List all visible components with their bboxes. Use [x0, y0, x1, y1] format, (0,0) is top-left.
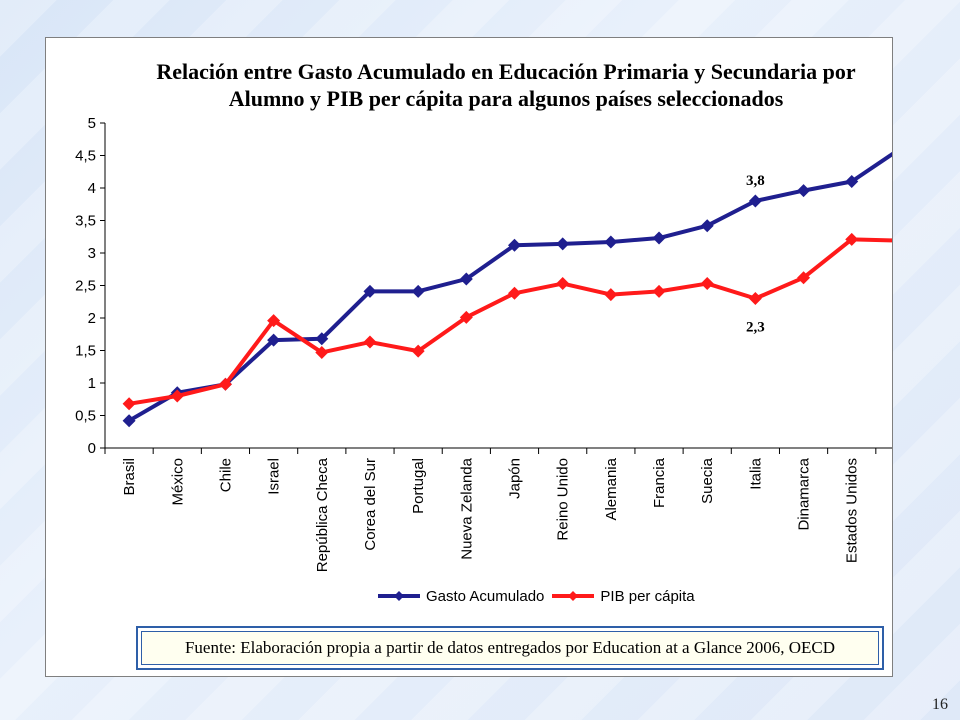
data-point-0: [267, 333, 281, 347]
series-line-1: [128, 237, 892, 406]
data-point-0: [411, 284, 425, 298]
x-tick-label: Japón: [507, 458, 524, 499]
x-tick-label: Alemania: [603, 457, 620, 520]
x-tick-label: Portugal: [410, 458, 427, 514]
legend-label-pib: PIB per cápita: [600, 587, 695, 605]
x-tick-label: Israel: [266, 458, 283, 495]
chart-title: Relación entre Gasto Acumulado en Educac…: [156, 59, 856, 111]
data-point-1: [218, 377, 232, 391]
y-tick-label: 1,5: [75, 343, 96, 360]
data-point-1: [459, 310, 473, 324]
x-tick-label: Reino Unido: [555, 458, 572, 541]
source-box: Fuente: Elaboración propia a partir de d…: [136, 626, 884, 670]
data-point-1: [315, 345, 329, 359]
data-point-0: [315, 332, 329, 346]
chart-area: Relación entre Gasto Acumulado en Educac…: [45, 37, 893, 677]
source-note: Fuente: Elaboración propia a partir de d…: [141, 631, 879, 665]
data-point-0: [845, 175, 859, 188]
y-tick-label: 4,5: [75, 148, 96, 165]
y-tick-label: 2: [88, 310, 96, 327]
x-tick-label: Nueva Zelanda: [458, 457, 475, 559]
data-point-1: [122, 397, 136, 411]
data-point-0: [122, 414, 136, 428]
data-point-1: [604, 288, 618, 302]
x-tick-label: Brasil: [121, 458, 138, 496]
data-point-0: [508, 238, 521, 252]
data-point-0: [459, 272, 473, 286]
legend-swatch-pib-icon: [552, 591, 595, 601]
data-label: 3,8: [746, 173, 765, 189]
x-tick-label: Italia: [747, 457, 764, 489]
page-number: 16: [932, 696, 948, 713]
data-label: 2,3: [746, 320, 765, 336]
y-tick-label: 3: [88, 245, 96, 262]
x-tick-label: Chile: [217, 458, 234, 492]
legend-item-pib: PIB per cápita: [550, 587, 695, 605]
legend-swatch-gasto-icon: [378, 591, 420, 601]
x-tick-label: República Checa: [314, 457, 331, 572]
chart-svg: 0 0,5 1 1,5 2 2,5 3 3,5 4 4,5 5 Brasil México Chile Is…: [75, 115, 892, 572]
y-tick-label: 2,5: [75, 278, 96, 295]
data-point-0: [363, 284, 377, 298]
x-tick-label: Francia: [651, 457, 668, 508]
y-tick-label: 4: [88, 180, 96, 197]
data-point-1: [363, 335, 377, 349]
data-point-0: [797, 184, 811, 198]
data-point-0: [652, 231, 666, 245]
x-tick-label: Corea del Sur: [362, 458, 379, 551]
data-point-0: [556, 237, 570, 251]
data-point-1: [267, 314, 281, 328]
series-line-0: [128, 151, 892, 423]
y-tick-label: 0: [88, 440, 96, 457]
data-point-1: [845, 232, 859, 246]
y-tick-label: 0,5: [75, 408, 96, 425]
x-tick-label: México: [169, 458, 186, 506]
data-point-1: [797, 271, 811, 285]
data-point-0: [748, 194, 762, 208]
data-point-1: [556, 277, 570, 291]
x-tick-label: Estados Unidos: [844, 458, 861, 563]
chart-legend: Gasto Acumulado PIB per cápita: [376, 586, 701, 606]
y-tick-label: 1: [88, 375, 96, 392]
legend-label-gasto: Gasto Acumulado: [426, 587, 545, 605]
data-point-1: [508, 286, 521, 300]
data-point-1: [748, 292, 762, 305]
data-point-1: [652, 284, 666, 298]
data-point-1: [700, 277, 714, 291]
x-tick-label: Suecia: [699, 457, 716, 504]
y-tick-label: 3,5: [75, 213, 96, 230]
data-point-0: [604, 235, 618, 249]
x-tick-label: Dinamarca: [796, 457, 813, 530]
data-point-1: [170, 389, 184, 403]
data-point-0: [700, 219, 714, 233]
data-point-1: [411, 344, 425, 358]
legend-item-gasto: Gasto Acumulado: [376, 588, 544, 605]
y-tick-label: 5: [88, 115, 96, 132]
